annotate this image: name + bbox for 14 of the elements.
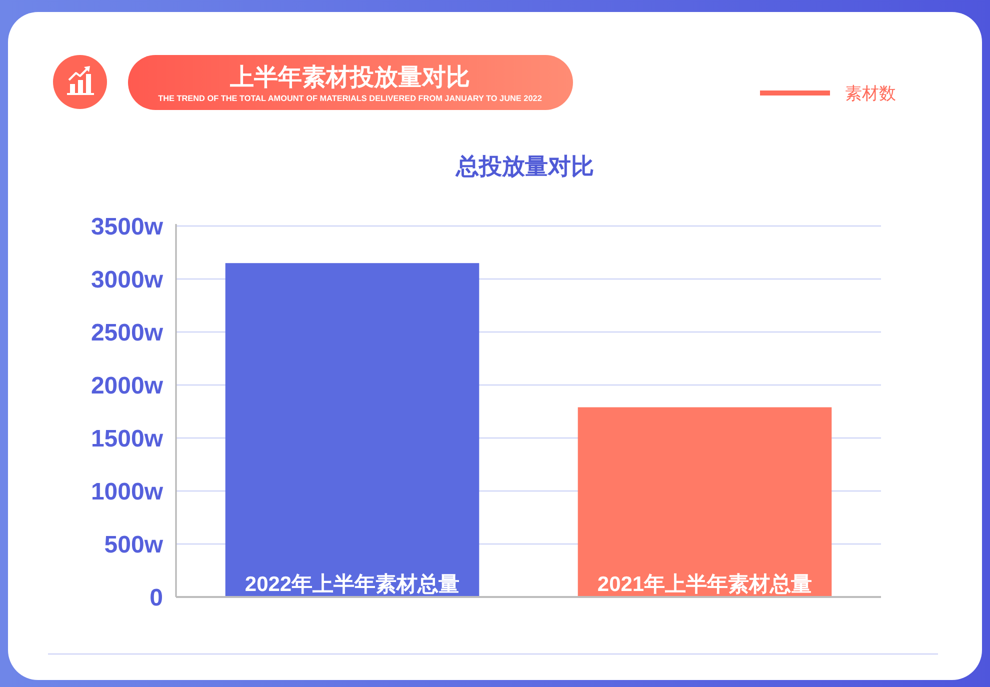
y-tick-label: 500w: [104, 532, 164, 558]
y-tick-label: 2500w: [90, 320, 164, 346]
y-tick-label: 0: [150, 584, 163, 612]
chart-title: 上半年素材投放量对比: [229, 64, 470, 91]
y-tick-label: 3000w: [90, 266, 164, 294]
y-tick-label: 1000w: [90, 478, 164, 506]
x-tick-label: 2022年上半年素材总量: [244, 573, 460, 596]
y-tick-label: 3500w: [90, 214, 164, 240]
text: 总投放量对比: [455, 153, 594, 179]
x-tick-label: 2021年上半年素材总量: [597, 573, 812, 596]
chart-subtitle: THE TREND OF THE TOTAL AMOUNT OF MATERIALS DELIVERED FROM JANUARY TO JUNE 2022: [158, 94, 542, 103]
y-tick-label: 2000w: [90, 372, 164, 400]
legend-label: 素材数: [845, 84, 896, 103]
y-tick-label: 1500w: [90, 426, 164, 452]
